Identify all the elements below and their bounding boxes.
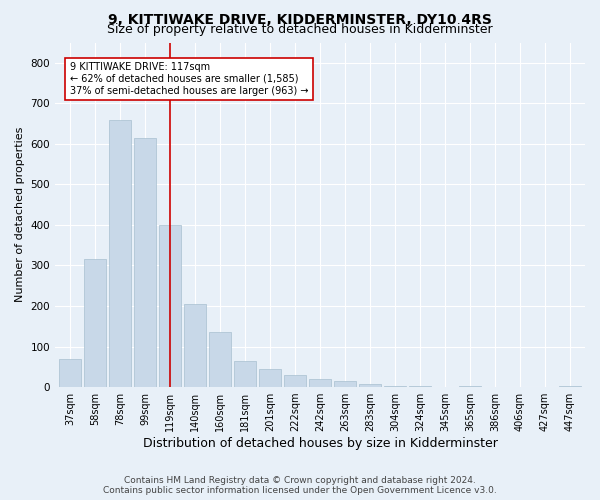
Bar [109, 120, 131, 387]
Bar [359, 384, 380, 387]
Bar [259, 369, 281, 387]
Bar [310, 379, 331, 387]
Bar [284, 375, 305, 387]
Bar [460, 386, 481, 387]
Bar [559, 386, 581, 387]
Bar [209, 332, 230, 387]
Bar [184, 304, 206, 387]
Bar [385, 386, 406, 387]
Bar [85, 260, 106, 387]
Bar [334, 381, 356, 387]
Text: 9, KITTIWAKE DRIVE, KIDDERMINSTER, DY10 4RS: 9, KITTIWAKE DRIVE, KIDDERMINSTER, DY10 … [108, 12, 492, 26]
Bar [59, 358, 80, 387]
Text: Size of property relative to detached houses in Kidderminster: Size of property relative to detached ho… [107, 22, 493, 36]
Text: Contains HM Land Registry data © Crown copyright and database right 2024.
Contai: Contains HM Land Registry data © Crown c… [103, 476, 497, 495]
Bar [160, 225, 181, 387]
Bar [235, 360, 256, 387]
Bar [409, 386, 431, 387]
Text: 9 KITTIWAKE DRIVE: 117sqm
← 62% of detached houses are smaller (1,585)
37% of se: 9 KITTIWAKE DRIVE: 117sqm ← 62% of detac… [70, 62, 308, 96]
Y-axis label: Number of detached properties: Number of detached properties [15, 127, 25, 302]
Bar [134, 138, 155, 387]
X-axis label: Distribution of detached houses by size in Kidderminster: Distribution of detached houses by size … [143, 437, 497, 450]
